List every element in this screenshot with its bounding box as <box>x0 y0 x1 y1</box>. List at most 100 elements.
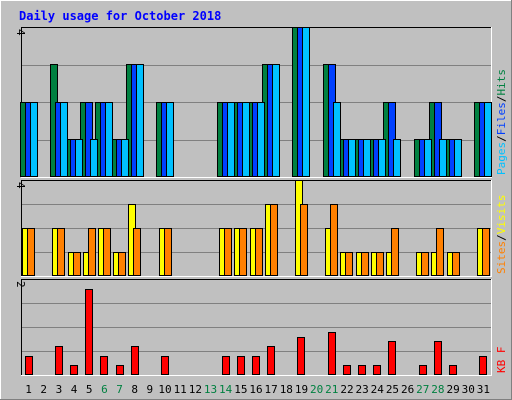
x-tick-label-day-23: 23 <box>356 383 369 396</box>
bar-kb-f-day-16 <box>252 356 260 375</box>
bar-pages-day-23 <box>363 139 371 177</box>
bar-kb-f-day-7 <box>116 365 124 375</box>
bar-kb-f-day-19 <box>297 337 305 375</box>
axis-label-part: / <box>495 135 508 142</box>
x-tick-label-day-21: 21 <box>325 383 338 396</box>
bar-pages-day-27 <box>424 139 432 177</box>
bar-kb-f-day-5 <box>85 289 93 375</box>
x-tick-label-day-29: 29 <box>446 383 459 396</box>
bar-kb-f-day-31 <box>479 356 487 375</box>
axis-label-part: Pages <box>495 142 508 175</box>
panel-hits-max-label: 4 <box>14 29 27 36</box>
x-tick-label-day-27: 27 <box>416 383 429 396</box>
chart-title: Daily usage for October 2018 <box>19 9 221 23</box>
panel-kbytes-axis-label: KB F <box>495 347 508 374</box>
bar-sites-day-4 <box>73 252 81 276</box>
bar-sites-day-31 <box>482 228 490 276</box>
bar-kb-f-day-17 <box>267 346 275 375</box>
bar-sites-day-22 <box>345 252 353 276</box>
bar-sites-day-27 <box>421 252 429 276</box>
bar-pages-day-16 <box>257 102 265 177</box>
bar-pages-day-25 <box>393 139 401 177</box>
panel-hits-axis-label: Pages/Files/Hits <box>495 69 508 175</box>
axis-label-part: Sites <box>495 241 508 274</box>
x-tick-label-day-12: 12 <box>189 383 202 396</box>
bar-pages-day-7 <box>121 139 129 177</box>
panel-visits-axis-label: Sites/Visits <box>495 195 508 275</box>
bar-kb-f-day-6 <box>100 356 108 375</box>
bar-sites-day-1 <box>27 228 35 276</box>
axis-label-part: / <box>495 96 508 103</box>
bar-sites-day-6 <box>103 228 111 276</box>
bar-pages-day-28 <box>439 139 447 177</box>
x-tick-label-day-20: 20 <box>310 383 323 396</box>
x-tick-label-day-25: 25 <box>386 383 399 396</box>
panel-kbytes: 2 KB F <box>14 279 508 376</box>
bar-pages-day-22 <box>348 139 356 177</box>
x-tick-label-day-9: 9 <box>147 383 154 396</box>
x-tick-label-day-13: 13 <box>204 383 217 396</box>
x-tick-label-day-7: 7 <box>116 383 123 396</box>
bar-sites-day-7 <box>118 252 126 276</box>
x-tick-label-day-31: 31 <box>477 383 490 396</box>
bar-kb-f-day-15 <box>237 356 245 375</box>
x-tick-label-day-28: 28 <box>431 383 444 396</box>
x-tick-label-day-15: 15 <box>234 383 247 396</box>
bar-kb-f-day-21 <box>328 332 336 375</box>
x-tick-label-day-17: 17 <box>265 383 278 396</box>
bar-pages-day-21 <box>333 102 341 177</box>
x-tick-label-day-30: 30 <box>462 383 475 396</box>
bar-sites-day-29 <box>452 252 460 276</box>
bar-kb-f-day-14 <box>222 356 230 375</box>
x-tick-label-day-18: 18 <box>280 383 293 396</box>
x-tick-label-day-26: 26 <box>401 383 414 396</box>
bar-kb-f-day-24 <box>373 365 381 375</box>
x-tick-label-day-8: 8 <box>131 383 138 396</box>
bar-sites-day-23 <box>361 252 369 276</box>
bar-kb-f-day-22 <box>343 365 351 375</box>
bar-kb-f-day-1 <box>25 356 33 375</box>
panel-hits: 4 Pages/Files/Hits <box>14 27 508 178</box>
bar-kb-f-day-4 <box>70 365 78 375</box>
panel-visits-max-label: 4 <box>14 182 27 189</box>
bar-sites-day-5 <box>88 228 96 276</box>
bar-sites-day-19 <box>300 204 308 276</box>
bar-sites-day-17 <box>270 204 278 276</box>
bar-pages-day-3 <box>60 102 68 177</box>
x-tick-label-day-22: 22 <box>340 383 353 396</box>
bar-kb-f-day-8 <box>131 346 139 375</box>
bar-kb-f-day-27 <box>419 365 427 375</box>
axis-label-part: Visits <box>495 195 508 235</box>
panel-visits: 4 Sites/Visits <box>14 180 508 277</box>
x-tick-label-day-4: 4 <box>71 383 78 396</box>
x-tick-label-day-6: 6 <box>101 383 108 396</box>
bar-pages-day-1 <box>30 102 38 177</box>
axis-label-part: Files <box>495 102 508 135</box>
bar-pages-day-29 <box>454 139 462 177</box>
bar-sites-day-25 <box>391 228 399 276</box>
bar-pages-day-8 <box>136 64 144 177</box>
x-tick-label-day-16: 16 <box>249 383 262 396</box>
axis-label-part: KB F <box>495 347 508 374</box>
bar-kb-f-day-25 <box>388 341 396 375</box>
bar-pages-day-17 <box>272 64 280 177</box>
bar-kb-f-day-10 <box>161 356 169 375</box>
bar-sites-day-21 <box>330 204 338 276</box>
bar-pages-day-5 <box>90 139 98 177</box>
bar-sites-day-3 <box>57 228 65 276</box>
bar-pages-day-15 <box>242 102 250 177</box>
bar-kb-f-day-3 <box>55 346 63 375</box>
bar-pages-day-10 <box>166 102 174 177</box>
bar-sites-day-28 <box>436 228 444 276</box>
x-tick-label-day-14: 14 <box>219 383 233 396</box>
bar-pages-day-19 <box>302 27 310 177</box>
x-tick-label-day-3: 3 <box>56 383 63 396</box>
x-tick-label-day-11: 11 <box>174 383 187 396</box>
x-tick-label-day-5: 5 <box>86 383 93 396</box>
x-tick-label-day-1: 1 <box>25 383 32 396</box>
bar-sites-day-14 <box>224 228 232 276</box>
bar-sites-day-16 <box>255 228 263 276</box>
